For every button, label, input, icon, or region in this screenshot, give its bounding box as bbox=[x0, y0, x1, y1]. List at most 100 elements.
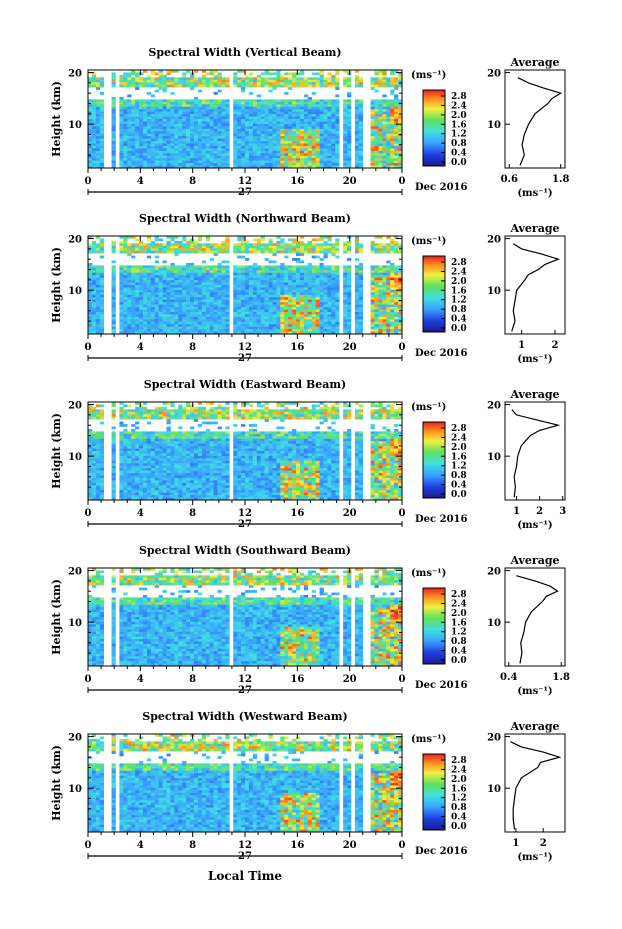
heatmap-cell bbox=[284, 121, 289, 125]
heatmap-cell bbox=[307, 119, 313, 122]
heatmap-cell bbox=[386, 248, 391, 251]
heatmap-cell bbox=[323, 133, 328, 137]
heatmap-cell bbox=[197, 123, 203, 127]
heatmap-cell bbox=[154, 331, 159, 335]
heatmap-cell bbox=[398, 82, 403, 85]
heatmap-cell bbox=[264, 270, 269, 274]
heatmap-cell bbox=[131, 111, 136, 115]
heatmap-cell bbox=[135, 160, 140, 164]
heatmap-cell bbox=[233, 299, 238, 303]
heatmap-cell bbox=[276, 82, 281, 85]
heatmap-cell bbox=[256, 287, 261, 291]
heatmap-cell bbox=[95, 141, 101, 144]
heatmap-cell bbox=[197, 245, 203, 249]
heatmap-cell bbox=[323, 160, 328, 164]
heatmap-cell bbox=[135, 307, 140, 310]
heatmap-cell bbox=[284, 92, 289, 95]
heatmap-cell bbox=[331, 329, 336, 332]
heatmap-cell bbox=[237, 275, 242, 278]
heatmap-cell bbox=[127, 275, 132, 278]
heatmap-cell bbox=[182, 236, 187, 239]
heatmap-cell bbox=[142, 148, 148, 152]
heatmap-cell bbox=[386, 285, 391, 288]
heatmap-cell bbox=[131, 99, 136, 103]
heatmap-cell bbox=[272, 133, 277, 137]
heatmap-cell bbox=[166, 111, 171, 115]
heatmap-cell bbox=[197, 329, 203, 332]
heatmap-cell bbox=[91, 321, 97, 325]
heatmap-cell bbox=[272, 119, 277, 122]
heatmap-cell bbox=[378, 131, 383, 134]
heatmap-cell bbox=[190, 309, 195, 313]
heatmap-cell bbox=[95, 145, 101, 149]
heatmap-cell bbox=[292, 311, 297, 315]
heatmap-cell bbox=[296, 289, 301, 293]
heatmap-cell bbox=[280, 248, 285, 251]
heatmap-cell bbox=[154, 114, 159, 117]
heatmap-cell bbox=[146, 119, 152, 122]
heatmap-cell bbox=[241, 158, 246, 161]
heatmap-cell bbox=[268, 245, 273, 249]
heatmap-cell bbox=[119, 321, 124, 325]
heatmap-cell bbox=[127, 163, 132, 166]
heatmap-cell bbox=[123, 314, 128, 318]
heatmap-cell bbox=[162, 106, 167, 110]
heatmap-cell bbox=[394, 248, 399, 251]
heatmap-cell bbox=[146, 128, 152, 132]
heatmap-cell bbox=[284, 116, 289, 120]
heatmap-cell bbox=[280, 79, 285, 83]
heatmap-cell bbox=[307, 131, 313, 134]
heatmap-cell bbox=[154, 309, 159, 313]
heatmap-cell bbox=[111, 131, 116, 134]
heatmap-cell bbox=[123, 155, 128, 159]
heatmap-cell bbox=[323, 304, 328, 308]
heatmap-cell bbox=[292, 240, 297, 244]
heatmap-cell bbox=[146, 77, 152, 81]
heatmap-cell bbox=[299, 250, 305, 254]
heatmap-cell bbox=[162, 121, 167, 125]
heatmap-cell bbox=[394, 131, 399, 134]
heatmap-cell bbox=[288, 133, 293, 137]
heatmap-cell bbox=[154, 126, 159, 130]
heatmap-cell bbox=[284, 128, 289, 132]
heatmap-cell bbox=[201, 119, 207, 122]
heatmap-cell bbox=[323, 123, 328, 127]
heatmap-cell bbox=[201, 163, 207, 166]
heatmap-cell bbox=[394, 106, 399, 110]
heatmap-cell bbox=[241, 160, 246, 164]
heatmap-cell bbox=[88, 277, 93, 281]
heatmap-cell bbox=[241, 282, 246, 286]
heatmap-cell bbox=[193, 70, 199, 73]
heatmap-cell bbox=[276, 250, 281, 254]
heatmap-cell bbox=[178, 316, 183, 320]
heatmap-cell bbox=[248, 128, 254, 132]
heatmap-cell bbox=[123, 240, 128, 244]
heatmap-cell bbox=[378, 126, 383, 130]
heatmap-cell bbox=[123, 248, 128, 251]
heatmap-cell bbox=[139, 297, 144, 300]
heatmap-cell bbox=[323, 331, 328, 335]
heatmap-cell bbox=[225, 77, 230, 81]
heatmap-cell bbox=[205, 116, 210, 120]
heatmap-cell bbox=[221, 150, 226, 154]
heatmap-cell bbox=[260, 148, 265, 152]
heatmap-cell bbox=[241, 309, 246, 313]
heatmap-cell bbox=[386, 316, 391, 320]
heatmap-cell bbox=[201, 289, 207, 293]
heatmap-cell bbox=[166, 267, 171, 271]
heatmap-cell bbox=[319, 331, 324, 335]
heatmap-cell bbox=[252, 131, 258, 134]
heatmap-cell bbox=[201, 243, 207, 247]
heatmap-cell bbox=[99, 109, 104, 112]
heatmap-cell bbox=[280, 114, 285, 117]
heatmap-cell bbox=[205, 299, 210, 303]
heatmap-cell bbox=[374, 136, 379, 139]
heatmap-cell bbox=[201, 84, 207, 88]
heatmap-cell bbox=[374, 153, 379, 157]
heatmap-cell bbox=[99, 314, 104, 318]
heatmap-cell bbox=[99, 289, 104, 293]
heatmap-cell bbox=[382, 77, 387, 81]
heatmap-cell bbox=[127, 109, 132, 112]
heatmap-cell bbox=[178, 307, 183, 310]
heatmap-cell bbox=[272, 111, 277, 115]
